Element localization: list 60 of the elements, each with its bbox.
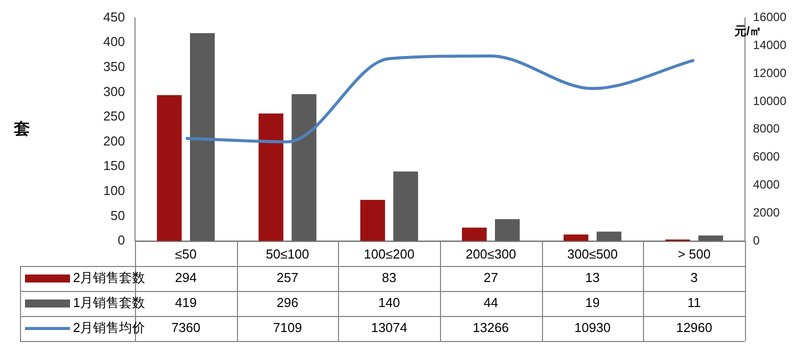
bar	[494, 219, 520, 241]
x-tick-label: > 500	[678, 246, 711, 262]
bar	[564, 234, 588, 241]
data-label: 13074	[371, 320, 408, 336]
y2-tick-label: 14000	[753, 38, 787, 52]
y2-tick-label: 8000	[753, 122, 780, 136]
y2-tick-label: 2000	[753, 205, 780, 220]
x-tick-label: 200≤300	[466, 246, 516, 262]
y-tick-label: 50	[110, 208, 125, 223]
y2-axis-title: 元/㎡	[733, 24, 762, 38]
y2-tick-label: 0	[753, 233, 760, 248]
bar	[393, 172, 418, 241]
y2-tick-label: 6000	[753, 150, 780, 164]
bar	[698, 236, 724, 241]
bar	[156, 95, 182, 241]
data-label: 13266	[472, 320, 509, 336]
data-label: 10930	[574, 320, 611, 336]
data-label: 140	[378, 295, 400, 310]
y-tick-label: 400	[103, 34, 125, 50]
data-label: 294	[174, 270, 197, 286]
y-axis-title: 套	[13, 120, 30, 138]
y-tick-label: 0	[118, 232, 125, 248]
y-tick-label: 300	[103, 84, 125, 99]
y-tick-label: 100	[103, 182, 125, 198]
y-tick-label: 450	[103, 9, 125, 24]
data-label: 296	[276, 295, 298, 310]
bar	[292, 94, 316, 241]
data-label: 257	[276, 270, 298, 286]
y2-tick-label: 16000	[753, 10, 787, 24]
data-label: 7109	[273, 320, 302, 336]
x-tick-label: ≤50	[175, 246, 197, 262]
y-tick-label: 150	[103, 158, 125, 174]
y2-tick-label: 12000	[753, 66, 787, 80]
y-tick-label: 250	[103, 108, 125, 124]
y-tick-label: 350	[103, 58, 125, 74]
data-label: 419	[174, 295, 197, 310]
data-label: 3	[690, 270, 698, 286]
data-label: 12960	[676, 320, 712, 336]
x-tick-label: 300≤500	[567, 246, 618, 262]
y2-tick-label: 4000	[753, 178, 780, 192]
bar	[258, 114, 284, 241]
y2-tick-label: 10000	[753, 94, 787, 108]
data-label: 11	[687, 295, 701, 310]
legend-label: 2月销售套数	[73, 270, 146, 286]
data-label: 19	[585, 295, 600, 310]
x-tick-label: 100≤200	[364, 246, 414, 262]
legend-label: 2月销售均价	[73, 320, 146, 336]
data-label: 13	[585, 270, 600, 286]
bar	[360, 200, 386, 241]
data-label: 7360	[171, 320, 200, 336]
bar	[596, 232, 622, 241]
x-tick-label: 50≤100	[266, 246, 310, 262]
line-series	[184, 54, 696, 144]
data-label: 44	[484, 295, 498, 310]
bar	[462, 228, 487, 241]
data-label: 27	[484, 270, 498, 286]
legend-label: 1月销售套数	[73, 295, 146, 310]
bar	[190, 33, 215, 241]
data-label: 83	[382, 270, 396, 286]
y-tick-label: 200	[103, 133, 125, 148]
